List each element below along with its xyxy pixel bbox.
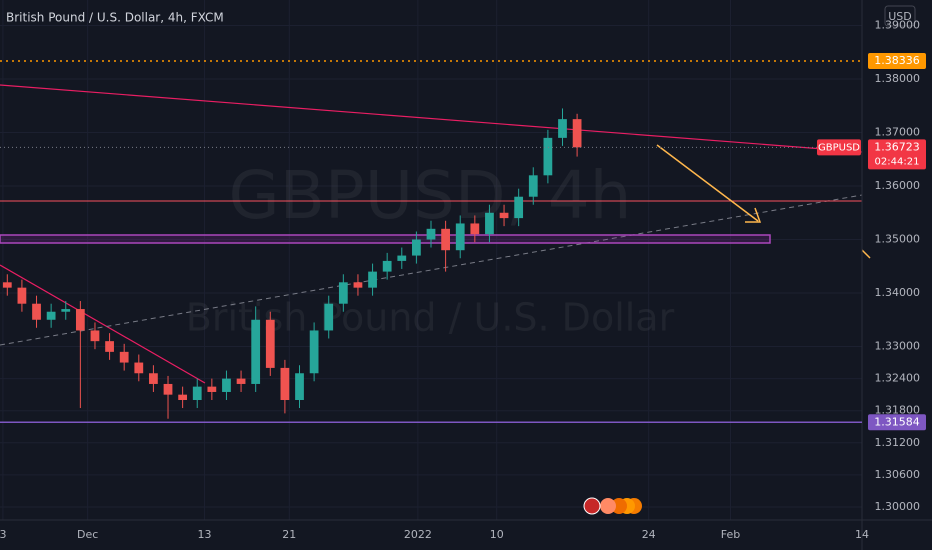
candle-body [441,228,450,251]
candle-body [32,303,41,320]
currency[interactable]: USD [888,10,912,23]
candle-body [46,311,56,320]
candle-body [543,137,553,176]
candle-body [485,212,494,235]
candle-body [455,223,465,251]
trend-line [0,84,863,153]
candle-body [572,119,582,148]
event-icons [583,497,642,515]
x-tick-label: 24 [642,528,656,541]
y-tick-label: 1.33000 [875,340,921,353]
watermark: GBPUSD, 4h [228,157,631,234]
y-tick-label: 1.31200 [875,436,921,449]
candle-body [75,309,85,331]
symbol-tag [817,139,861,156]
y-tick-label: 1.31800 [875,404,921,417]
y-tick-label: 1.30600 [875,468,921,481]
candle-body [236,378,246,384]
candle-body [222,378,231,392]
y-tick-label: 1.34000 [875,286,921,299]
candle-body [368,271,377,288]
x-tick-label: Feb [721,528,740,541]
x-tick-label: 13 [198,528,212,541]
candle-body [353,282,363,288]
candle-body [280,367,290,401]
price-level-label: 1.38336 [874,54,920,67]
x-tick-label: 3 [0,528,6,541]
candle-body [149,373,158,384]
candle-body [309,330,319,374]
y-tick-label: 1.35000 [875,233,921,246]
x-tick-label: 2022 [404,528,432,541]
y-tick-label: 1.32400 [875,372,921,385]
price-level-tag [868,414,926,431]
candle-body [17,287,27,304]
candle-body [528,175,538,197]
y-tick-label: 1.30000 [875,500,921,513]
x-tick-label: 14 [855,528,869,541]
candle-body [90,330,100,342]
price-level-tag [868,53,926,70]
arrow [656,144,759,222]
candle-body [61,309,71,312]
arrow-head [745,207,762,223]
candle-body [470,223,480,235]
price-level-label: 1.31584 [874,415,920,428]
candle-body [265,319,275,368]
candle-body [295,373,304,401]
candle-body [499,212,509,219]
y-tick-label: 1.38000 [875,72,921,85]
y-tick-label: 1.36000 [875,179,921,192]
candle-body [558,119,567,138]
candle-body [105,341,114,352]
candle-body [207,386,217,392]
candle-body [426,228,436,240]
last-price-label: 1.36723 [874,140,920,153]
currency-box[interactable] [884,5,916,27]
candle-body [2,282,12,288]
candle-body [514,196,524,219]
candle-body [397,255,407,261]
candle-body [324,303,334,331]
candle-body [251,319,261,384]
candle-body [163,383,173,395]
arrow [861,249,871,259]
zone [0,234,771,244]
y-tick-label: 1.37000 [875,126,921,139]
candles [2,108,582,419]
candle-body [412,239,421,256]
x-tick-label: 21 [282,528,296,541]
x-tick-label: 10 [490,528,504,541]
symbol-label: GBPUSD [818,142,860,153]
x-tick-label: Dec [77,528,98,541]
candle-body [382,260,392,272]
chart-title: British Pound / U.S. Dollar, 4h, FXCM [6,11,224,25]
candle-body [338,282,348,304]
y-tick-label: 1.39000 [875,19,921,32]
candle-body [192,386,202,401]
candle-body [178,394,188,401]
last-price-tag [868,139,926,170]
candle-body [134,362,144,374]
trend-line-dashed [0,194,863,346]
trend-line [0,264,206,384]
countdown: 02:44:21 [875,156,920,167]
candle-body [119,351,129,363]
